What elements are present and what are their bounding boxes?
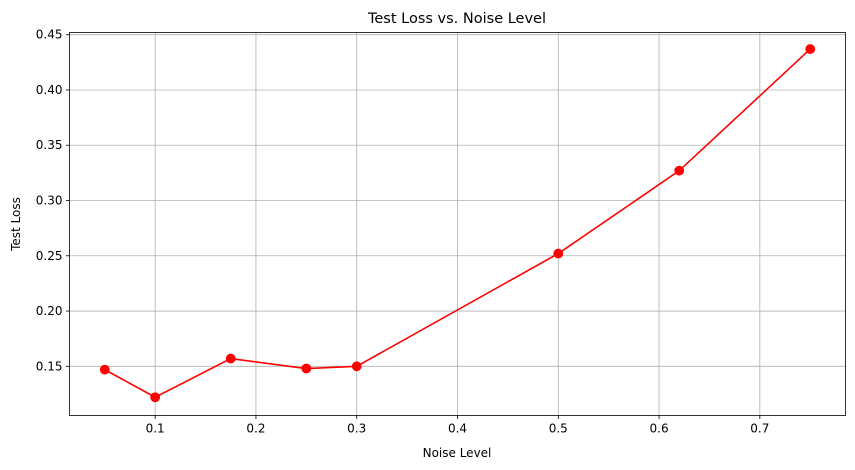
y-tick-label: 0.45 — [36, 28, 63, 42]
x-tick-label: 0.7 — [750, 422, 769, 436]
chart-title: Test Loss vs. Noise Level — [367, 11, 546, 27]
data-point — [301, 363, 312, 374]
data-point — [674, 165, 685, 176]
data-point — [225, 353, 236, 364]
y-tick-label: 0.40 — [36, 83, 63, 97]
axis-ticks: 0.1 0.2 0.3 0.4 0.5 0.6 0.7 0.15 0.20 0.25 0.30 0.3… — [36, 28, 770, 436]
x-tick-label: 0.3 — [347, 422, 366, 436]
x-axis-label: Noise Level — [423, 446, 492, 460]
y-axis-label: Test Loss — [9, 197, 23, 252]
y-tick-label: 0.25 — [36, 249, 63, 263]
data-point — [150, 392, 161, 403]
y-tick-label: 0.15 — [36, 359, 63, 373]
series-line — [104, 48, 811, 399]
x-tick-label: 0.2 — [246, 422, 265, 436]
y-tick-label: 0.20 — [36, 304, 63, 318]
data-point — [351, 361, 362, 372]
grid — [69, 32, 846, 416]
x-tick-label: 0.4 — [448, 422, 467, 436]
data-point — [805, 44, 816, 54]
data-point — [553, 248, 564, 259]
y-tick-label: 0.30 — [36, 194, 63, 208]
x-tick-label: 0.1 — [146, 422, 165, 436]
x-tick-label: 0.5 — [549, 422, 568, 436]
series — [99, 44, 816, 403]
y-tick-label: 0.35 — [36, 138, 63, 152]
data-point — [99, 364, 110, 375]
x-tick-label: 0.6 — [650, 422, 669, 436]
